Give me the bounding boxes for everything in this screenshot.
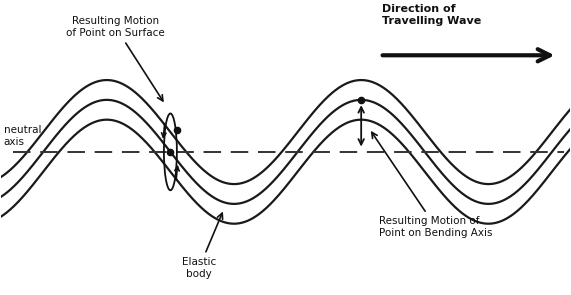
Text: Resulting Motion
of Point on Surface: Resulting Motion of Point on Surface: [66, 16, 165, 101]
Text: Resulting Motion of
Point on Bending Axis: Resulting Motion of Point on Bending Axi…: [372, 132, 493, 238]
Text: Direction of
Travelling Wave: Direction of Travelling Wave: [382, 4, 481, 26]
Text: neutral
axis: neutral axis: [3, 125, 41, 147]
Text: Elastic
body: Elastic body: [182, 213, 223, 279]
